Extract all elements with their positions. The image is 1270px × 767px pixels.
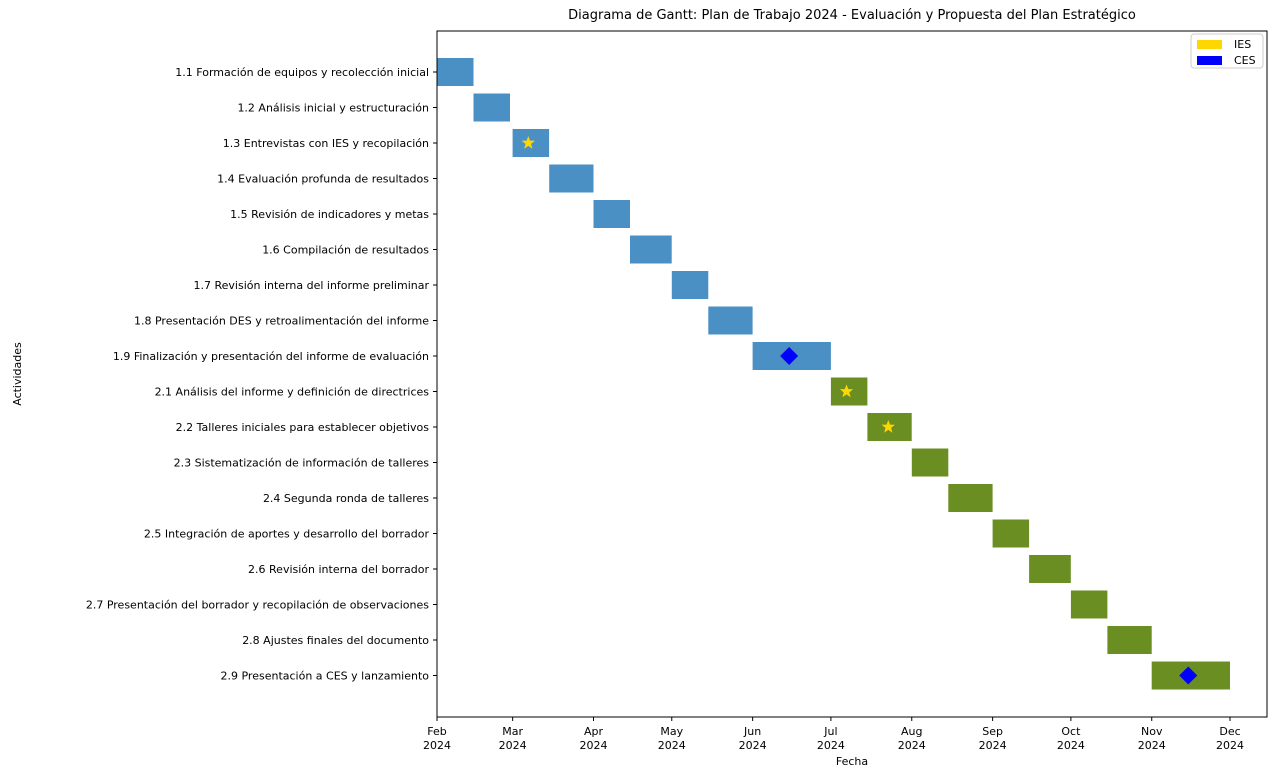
x-tick-month: Dec [1219, 725, 1240, 738]
x-tick-year: 2024 [423, 739, 451, 752]
x-tick-month: Oct [1061, 725, 1081, 738]
x-axis-label: Fecha [836, 755, 868, 767]
y-tick-label: 1.6 Compilación de resultados [262, 244, 429, 257]
task-bar [948, 484, 993, 512]
plot-frame [436, 30, 1268, 718]
ces-diamond-marker [780, 347, 799, 365]
y-tick-label: 1.9 Finalización y presentación del info… [113, 350, 429, 363]
x-tick-year: 2024 [1057, 739, 1085, 752]
x-tick-month: May [660, 725, 683, 738]
task-bar [992, 519, 1030, 548]
legend-label: CES [1234, 54, 1256, 67]
y-tick-label: 2.6 Revisión interna del borrador [248, 563, 429, 576]
chart-title: Diagrama de Gantt: Plan de Trabajo 2024 … [568, 8, 1136, 23]
y-tick-label: 1.3 Entrevistas con IES y recopilación [223, 137, 429, 150]
y-tick-label: 2.5 Integración de aportes y desarrollo … [144, 528, 430, 541]
task-bar [630, 235, 672, 264]
task-bar [593, 200, 630, 228]
x-tick-month: Sep [982, 725, 1003, 738]
x-tick-month: Aug [901, 725, 922, 738]
x-axis: Feb2024Mar2024Apr2024May2024Jun2024Jul20… [423, 717, 1244, 752]
x-tick-year: 2024 [499, 739, 527, 752]
ies-star-marker [839, 384, 854, 398]
legend: IES CES [1190, 33, 1264, 69]
task-bar [1107, 626, 1152, 654]
y-tick-label: 2.3 Sistematización de información de ta… [174, 457, 430, 470]
x-tick-year: 2024 [979, 739, 1007, 752]
x-tick-month: Feb [427, 725, 446, 738]
task-bar [708, 306, 753, 335]
x-tick-month: Apr [584, 725, 604, 738]
x-tick-year: 2024 [1138, 739, 1166, 752]
x-tick-month: Jun [743, 725, 761, 738]
legend-label: IES [1234, 38, 1251, 51]
y-tick-label: 2.1 Análisis del informe y definición de… [155, 386, 430, 399]
y-tick-label: 2.9 Presentación a CES y lanzamiento [221, 670, 430, 683]
y-tick-label: 1.5 Revisión de indicadores y metas [230, 208, 429, 221]
y-tick-label: 2.7 Presentación del borrador y recopila… [86, 599, 429, 612]
ies-star-marker [881, 420, 895, 433]
ies-star-marker [521, 136, 535, 149]
y-tick-label: 2.4 Segunda ronda de talleres [263, 492, 429, 505]
y-tick-label: 2.8 Ajustes finales del documento [242, 634, 429, 647]
task-bar [911, 448, 949, 477]
task-bar [437, 58, 474, 86]
x-tick-year: 2024 [1216, 739, 1244, 752]
y-tick-label: 2.2 Talleres iniciales para establecer o… [176, 421, 430, 434]
x-tick-month: Jul [823, 725, 837, 738]
task-bar [671, 271, 709, 299]
task-bar [549, 164, 594, 193]
legend-swatch [1197, 40, 1222, 49]
x-tick-month: Mar [502, 725, 523, 738]
x-tick-year: 2024 [739, 739, 767, 752]
y-tick-label: 1.8 Presentación DES y retroalimentación… [134, 315, 429, 328]
y-tick-label: 1.2 Análisis inicial y estructuración [237, 102, 429, 115]
y-axis-label: Actividades [11, 342, 24, 406]
task-bar [473, 93, 510, 122]
bars-layer [437, 58, 1230, 690]
task-bar [1070, 590, 1108, 619]
x-tick-month: Nov [1141, 725, 1163, 738]
ces-diamond-marker [1179, 666, 1198, 685]
y-tick-label: 1.4 Evaluación profunda de resultados [217, 173, 429, 186]
legend-swatch [1197, 56, 1222, 65]
x-tick-year: 2024 [817, 739, 845, 752]
x-tick-year: 2024 [658, 739, 686, 752]
x-tick-year: 2024 [580, 739, 608, 752]
markers-layer [521, 136, 1198, 685]
task-bar [1029, 555, 1071, 583]
y-tick-label: 1.7 Revisión interna del informe prelimi… [194, 279, 430, 292]
y-tick-label: 1.1 Formación de equipos y recolección i… [175, 66, 429, 79]
y-axis: 1.1 Formación de equipos y recolección i… [86, 66, 437, 683]
x-tick-year: 2024 [898, 739, 926, 752]
